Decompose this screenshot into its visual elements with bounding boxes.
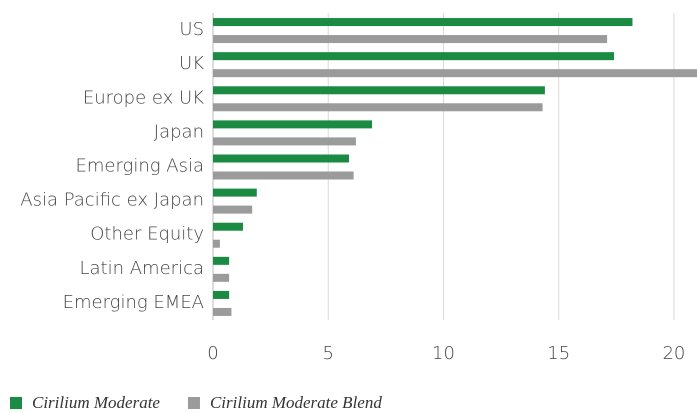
bar: [213, 120, 373, 129]
legend-label: Cirilium Moderate Blend: [210, 393, 382, 412]
y-tick-label: Latin America: [80, 258, 205, 279]
bar: [213, 103, 543, 112]
bar: [213, 239, 220, 248]
y-tick-label: Asia Pacific ex Japan: [20, 190, 204, 211]
bar: [213, 35, 608, 44]
bar: [213, 205, 253, 214]
y-tick-label: Europe ex UK: [83, 87, 204, 108]
y-tick-label: Other Equity: [90, 224, 204, 245]
bar: [213, 137, 356, 146]
bar: [213, 171, 354, 180]
x-tick-label: 0: [207, 343, 218, 364]
y-tick-label: UK: [179, 53, 204, 74]
bar: [213, 18, 633, 27]
x-tick-label: 5: [323, 343, 334, 364]
bar: [213, 290, 230, 299]
x-tick-label: 20: [662, 343, 685, 364]
bar: [213, 69, 697, 78]
x-tick-label: 10: [432, 343, 455, 364]
bar: [213, 86, 545, 95]
legend-label: Cirilium Moderate: [32, 393, 160, 412]
legend-swatch: [10, 397, 22, 409]
bar: [213, 154, 349, 163]
bar: [213, 188, 257, 197]
legend-swatch: [187, 397, 200, 409]
y-tick-label: Japan: [154, 121, 204, 142]
y-tick-label: Emerging Asia: [75, 156, 204, 177]
y-tick-label: Emerging EMEA: [63, 292, 204, 313]
x-tick-label: 15: [547, 343, 570, 364]
bar: [213, 273, 230, 282]
y-tick-label: US: [179, 19, 204, 40]
bar: [213, 222, 243, 231]
bar: [213, 52, 615, 61]
bar: [213, 256, 230, 265]
bar: [213, 307, 232, 316]
